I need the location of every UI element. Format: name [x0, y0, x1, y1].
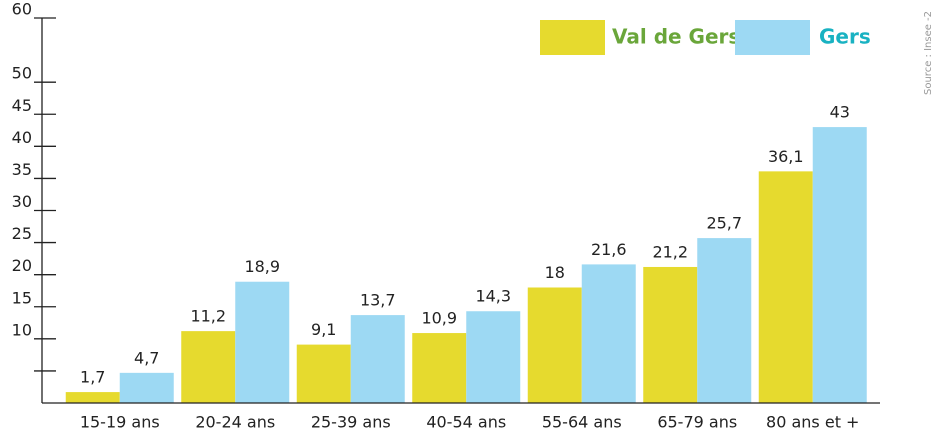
value-label: 25,7: [706, 214, 742, 233]
y-tick-label: 25: [12, 224, 32, 243]
value-label: 4,7: [134, 348, 159, 367]
y-tick-label: 40: [12, 128, 32, 147]
bar: [350, 315, 405, 403]
bar: [466, 311, 521, 403]
bar: [758, 171, 813, 403]
value-label: 11,2: [190, 307, 226, 326]
x-tick-label: 20-24 ans: [195, 413, 275, 432]
legend-swatch: [735, 20, 810, 55]
value-label: 36,1: [768, 147, 804, 166]
bar: [412, 333, 467, 403]
bar: [812, 127, 867, 403]
y-tick-label: 15: [12, 288, 32, 307]
bar: [697, 238, 752, 403]
value-label: 13,7: [360, 291, 396, 310]
value-label: 1,7: [80, 368, 105, 387]
bar: [581, 264, 636, 403]
bar: [181, 331, 236, 403]
value-label: 9,1: [311, 320, 336, 339]
legend-label: Val de Gers: [612, 25, 740, 49]
x-tick-label: 55-64 ans: [542, 413, 622, 432]
y-tick-label: 30: [12, 192, 32, 211]
y-tick-label: 35: [12, 160, 32, 179]
legend-label: Gers: [819, 25, 871, 49]
y-tick-label: 60: [12, 0, 32, 19]
value-label: 21,2: [652, 242, 688, 261]
y-tick-label: 20: [12, 256, 32, 275]
x-tick-label: 25-39 ans: [311, 413, 391, 432]
x-tick-label: 40-54 ans: [426, 413, 506, 432]
value-label: 18,9: [244, 257, 280, 276]
value-label: 14,3: [475, 287, 511, 306]
y-tick-label: 45: [12, 96, 32, 115]
x-tick-label: 65-79 ans: [657, 413, 737, 432]
legend-swatch: [540, 20, 605, 55]
bar: [527, 287, 582, 403]
x-tick-label: 15-19 ans: [80, 413, 160, 432]
x-tick-label: 80 ans et +: [766, 413, 859, 432]
bar: [65, 392, 120, 403]
bar: [643, 266, 698, 403]
bar: [235, 281, 290, 403]
value-label: 21,6: [591, 240, 627, 259]
source: Source : Insee -2: [923, 11, 934, 95]
y-tick-label: 10: [12, 320, 32, 339]
bar: [119, 372, 174, 403]
value-label: 43: [830, 103, 850, 122]
value-label: 10,9: [421, 309, 457, 328]
bar: [296, 344, 351, 403]
y-tick-label: 50: [12, 64, 32, 83]
value-label: 18: [545, 263, 565, 282]
